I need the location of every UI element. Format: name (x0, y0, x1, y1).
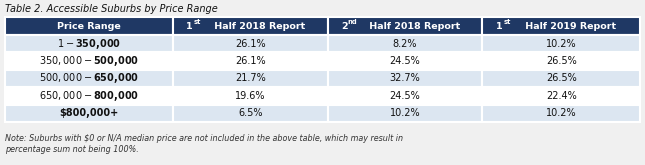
Text: st: st (194, 19, 201, 25)
Text: 24.5%: 24.5% (390, 91, 421, 101)
Text: 32.7%: 32.7% (390, 73, 421, 83)
Text: Note: Suburbs with $0 or N/A median price are not included in the above table, w: Note: Suburbs with $0 or N/A median pric… (5, 134, 403, 154)
Bar (173, 52, 328, 70)
Bar (173, 87, 328, 105)
Bar (482, 70, 640, 87)
Text: $350,000-$500,000: $350,000-$500,000 (39, 54, 139, 68)
Bar (5, 70, 173, 87)
Bar (5, 35, 173, 52)
Bar (173, 35, 328, 52)
Text: $650,000-$800,000: $650,000-$800,000 (39, 89, 139, 103)
Bar (482, 52, 640, 70)
Bar (328, 105, 482, 122)
Text: 24.5%: 24.5% (390, 56, 421, 66)
Text: 26.5%: 26.5% (546, 56, 577, 66)
Bar (328, 35, 482, 52)
Text: 10.2%: 10.2% (390, 108, 421, 118)
Text: 22.4%: 22.4% (546, 91, 577, 101)
Text: 2: 2 (341, 22, 348, 31)
Bar (5, 87, 173, 105)
Bar (328, 52, 482, 70)
Text: 1: 1 (496, 22, 503, 31)
Bar (482, 87, 640, 105)
Text: 10.2%: 10.2% (546, 38, 577, 49)
Text: Price Range: Price Range (57, 22, 121, 31)
Bar (328, 70, 482, 87)
Text: st: st (504, 19, 511, 25)
Text: $500,000-$650,000: $500,000-$650,000 (39, 71, 139, 85)
Text: nd: nd (348, 19, 357, 25)
Text: $800,000+: $800,000+ (59, 108, 119, 118)
Bar (173, 17, 328, 35)
Text: 1: 1 (186, 22, 193, 31)
Text: Table 2. Accessible Suburbs by Price Range: Table 2. Accessible Suburbs by Price Ran… (5, 4, 218, 14)
Text: Half 2018 Report: Half 2018 Report (211, 22, 305, 31)
Bar (482, 105, 640, 122)
Text: Half 2019 Report: Half 2019 Report (522, 22, 616, 31)
Text: Half 2018 Report: Half 2018 Report (366, 22, 460, 31)
Text: 21.7%: 21.7% (235, 73, 266, 83)
Text: 6.5%: 6.5% (238, 108, 263, 118)
Text: 8.2%: 8.2% (393, 38, 417, 49)
Text: $1-$350,000: $1-$350,000 (57, 36, 121, 50)
Text: 19.6%: 19.6% (235, 91, 266, 101)
Bar (328, 17, 482, 35)
Bar (173, 105, 328, 122)
Text: 26.1%: 26.1% (235, 38, 266, 49)
Bar (328, 87, 482, 105)
Bar (173, 70, 328, 87)
Bar (5, 17, 173, 35)
Text: 10.2%: 10.2% (546, 108, 577, 118)
Bar (482, 17, 640, 35)
Text: 26.1%: 26.1% (235, 56, 266, 66)
Bar (482, 35, 640, 52)
Bar (5, 105, 173, 122)
Bar (5, 52, 173, 70)
Text: 26.5%: 26.5% (546, 73, 577, 83)
